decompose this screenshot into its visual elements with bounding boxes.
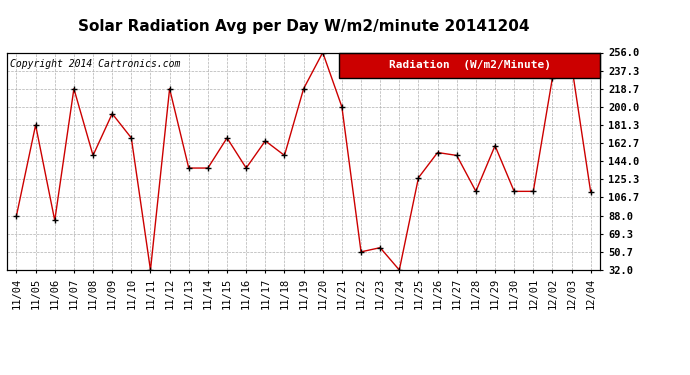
Text: Copyright 2014 Cartronics.com: Copyright 2014 Cartronics.com — [10, 59, 180, 69]
Text: Radiation  (W/m2/Minute): Radiation (W/m2/Minute) — [388, 60, 551, 70]
Text: Solar Radiation Avg per Day W/m2/minute 20141204: Solar Radiation Avg per Day W/m2/minute … — [78, 19, 529, 34]
FancyBboxPatch shape — [339, 53, 600, 78]
